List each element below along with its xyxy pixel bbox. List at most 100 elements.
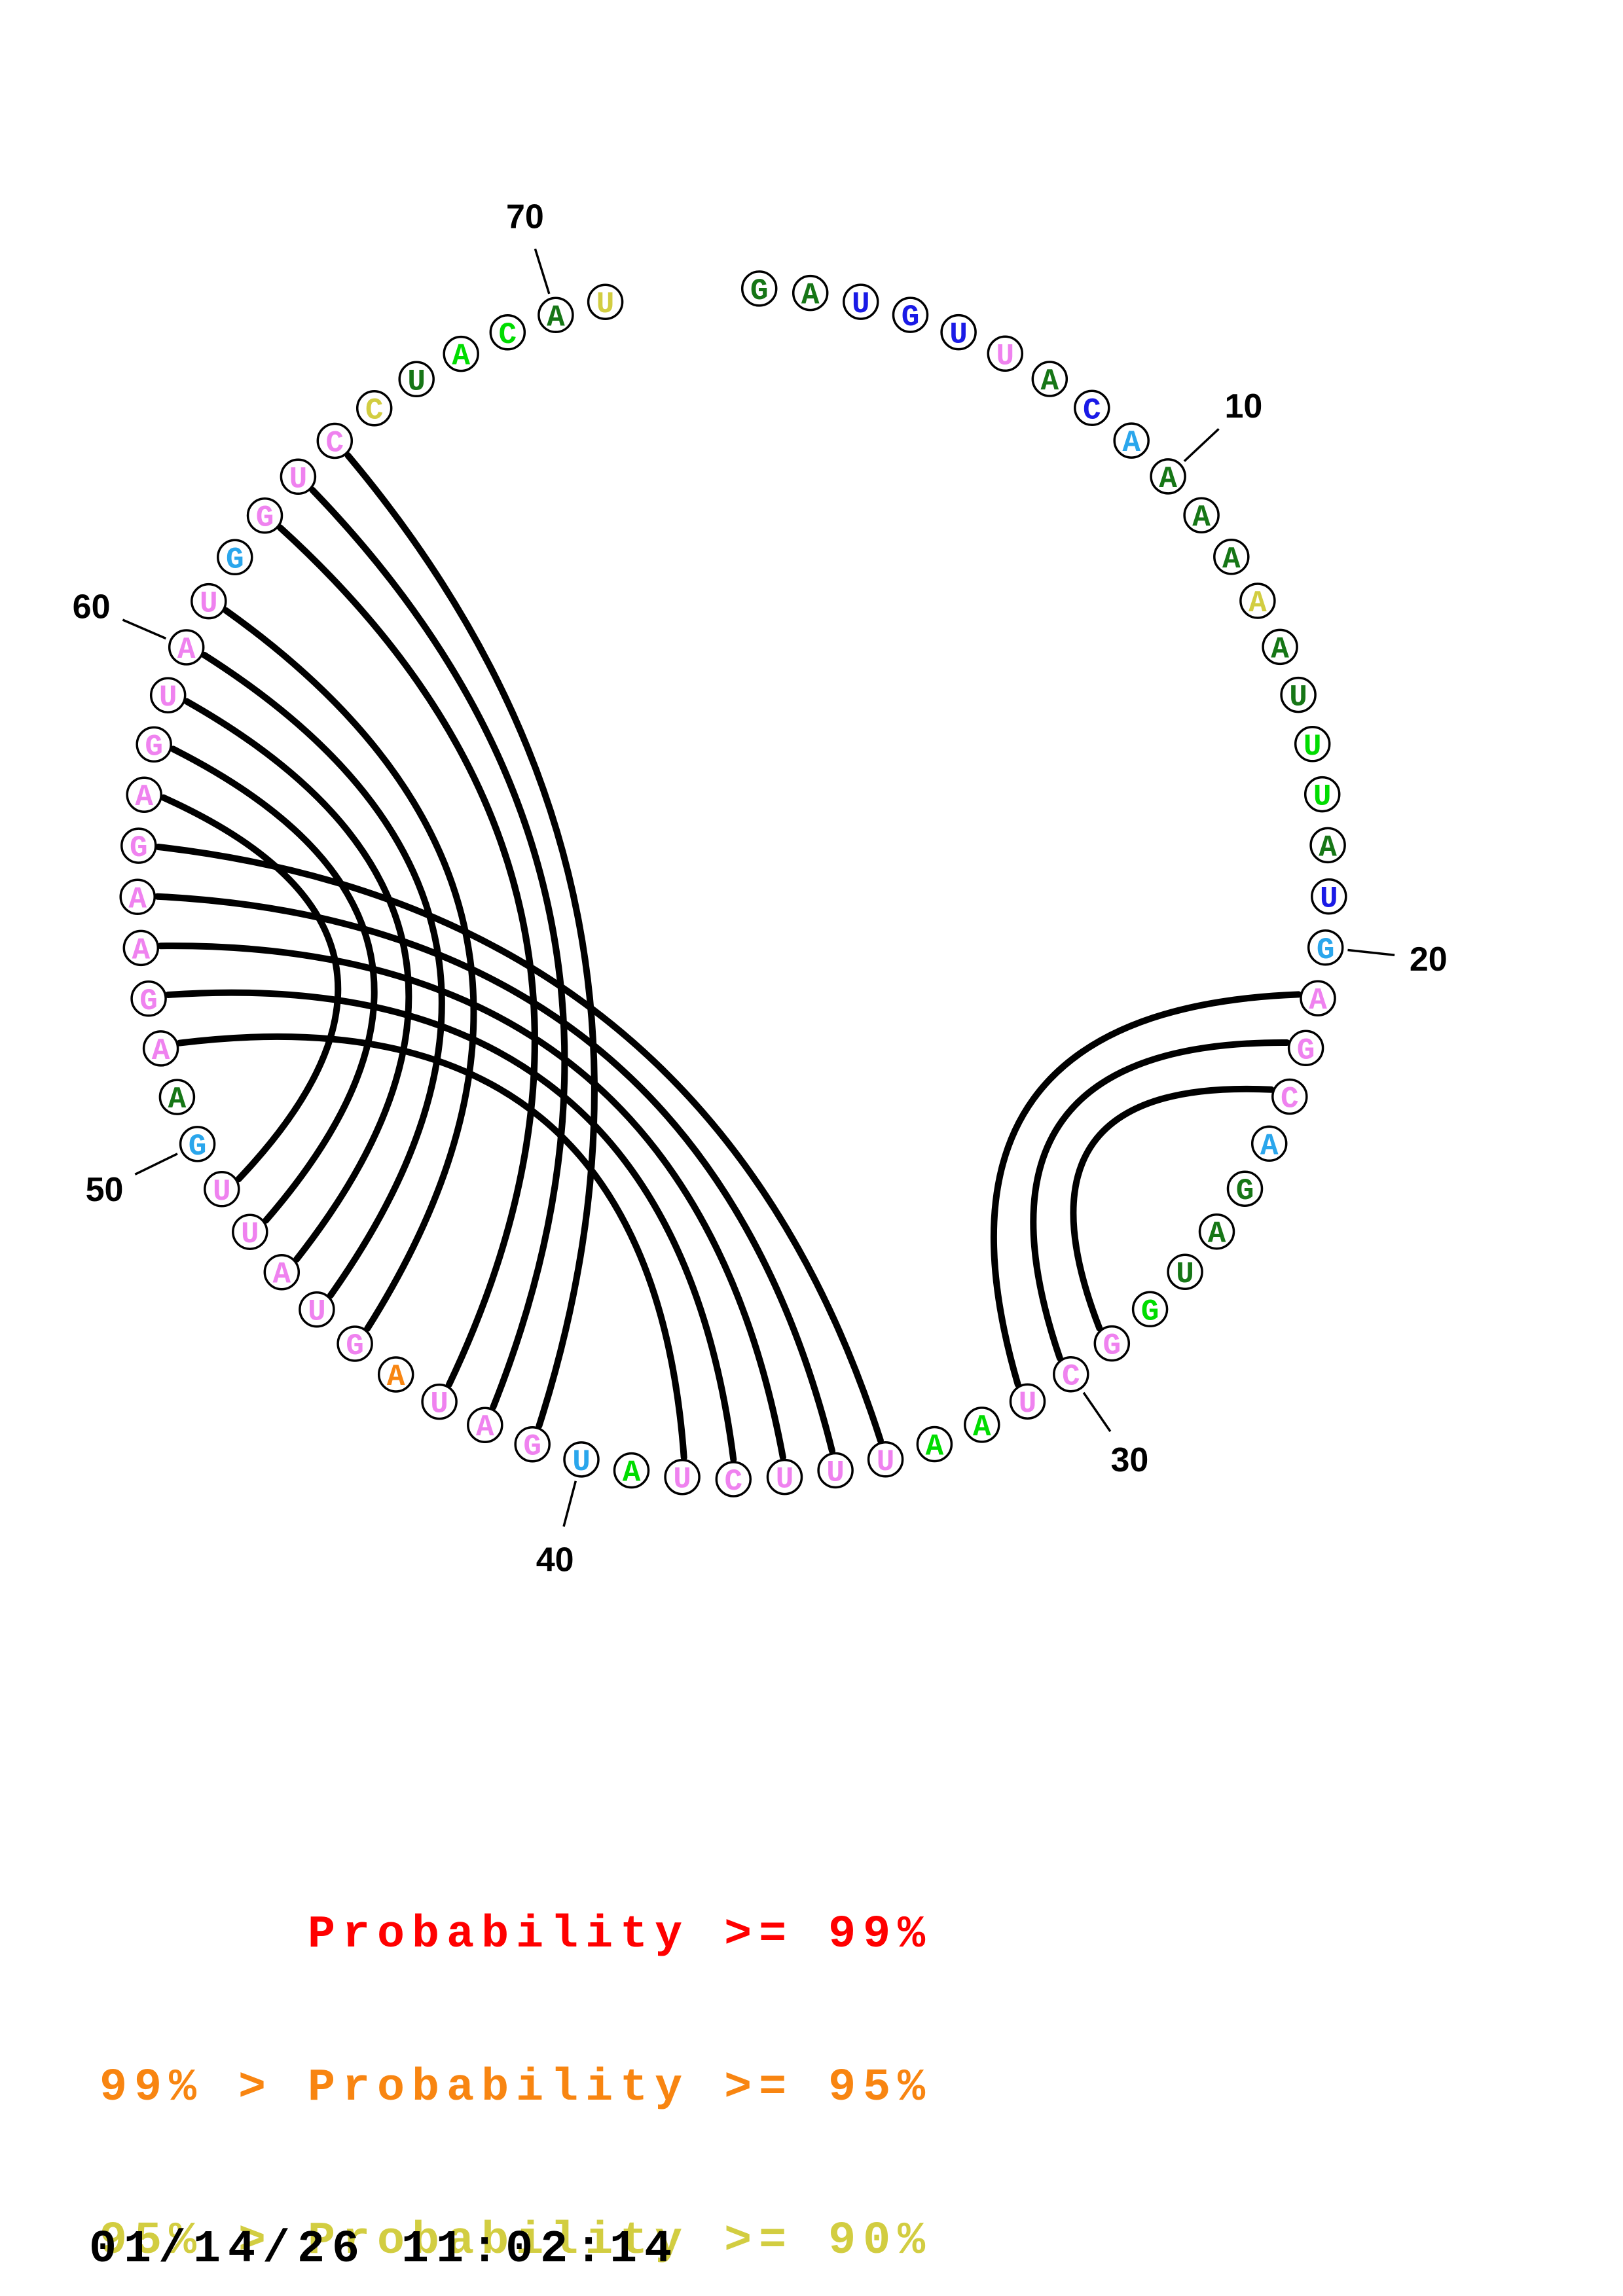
nucleotide-circle-52 [142, 1030, 179, 1067]
nucleotide-letter-33-A: A [926, 1430, 944, 1464]
nucleotide-letter-11-A: A [1192, 501, 1211, 535]
base-pair-arc-42-64 [309, 486, 568, 1410]
nucleotide-circle-30 [1053, 1355, 1089, 1393]
position-label-30: 30 [1110, 1441, 1148, 1479]
nucleotide-circle-54 [122, 929, 160, 967]
nucleotide-circle-13 [1239, 583, 1276, 619]
nucleotide-letter-3-U: U [852, 287, 870, 321]
nucleotide-letter-15-U: U [1289, 681, 1307, 715]
nucleotide-circle-51 [158, 1079, 196, 1115]
nucleotide-circle-3 [843, 283, 879, 320]
position-label-line-50 [134, 1153, 178, 1175]
position-label-line-60 [122, 619, 167, 640]
nucleotide-letter-36-U: U [776, 1463, 794, 1497]
nucleotide-letter-71-U: U [596, 287, 615, 321]
nucleotide-circle-19 [1311, 878, 1347, 915]
nucleotide-letter-34-U: U [877, 1445, 895, 1479]
nucleotide-circle-53 [130, 980, 167, 1017]
base-pair-arc-46-60 [201, 651, 445, 1299]
nucleotide-circle-34 [867, 1441, 904, 1478]
nucleotide-circle-22 [1287, 1030, 1324, 1067]
nucleotide-letter-68-A: A [452, 340, 470, 374]
nucleotide-letter-65-C: C [325, 427, 344, 461]
nucleotide-letter-40-U: U [572, 1445, 591, 1479]
nucleotide-letter-2-A: A [801, 279, 820, 313]
nucleotide-letter-35-U: U [826, 1456, 845, 1490]
nucleotide-letter-69-C: C [498, 318, 517, 352]
position-label-10: 10 [1224, 387, 1262, 425]
nucleotide-letter-47-A: A [272, 1258, 291, 1292]
nucleotide-circle-70 [538, 296, 574, 334]
nucleotide-letter-62-G: G [226, 543, 244, 577]
nucleotide-letter-20-G: G [1317, 933, 1335, 967]
nucleotide-letter-6-U: U [996, 339, 1014, 373]
nucleotide-circle-6 [987, 335, 1024, 372]
position-label-line-30 [1082, 1391, 1112, 1432]
nucleotide-letter-66-C: C [365, 394, 384, 428]
nucleotide-letter-17-U: U [1313, 780, 1332, 814]
nucleotide-circle-35 [817, 1452, 854, 1489]
nucleotide-circle-66 [356, 389, 393, 427]
nucleotide-circle-27 [1167, 1253, 1203, 1290]
nucleotide-circle-46 [299, 1291, 335, 1328]
nucleotide-circle-69 [489, 314, 526, 351]
base-pair-arc-48-58 [170, 745, 378, 1224]
nucleotide-circle-62 [217, 539, 253, 576]
nucleotide-letter-16-U: U [1304, 730, 1322, 764]
nucleotide-letter-21-A: A [1309, 984, 1327, 1018]
nucleotide-circle-40 [563, 1441, 600, 1478]
nucleotide-circle-71 [587, 283, 624, 320]
nucleotide-circle-25 [1226, 1170, 1264, 1207]
nucleotide-letter-12-A: A [1222, 543, 1241, 577]
nucleotide-circle-16 [1294, 726, 1331, 762]
nucleotide-letter-48-U: U [241, 1217, 259, 1251]
base-pair-arc-22-30 [1030, 1039, 1290, 1361]
nucleotide-letter-44-A: A [387, 1360, 405, 1394]
nucleotide-letter-42-A: A [476, 1410, 494, 1444]
nucleotide-circle-43 [421, 1383, 458, 1420]
nucleotide-letter-41-G: G [523, 1430, 541, 1464]
nucleotide-circle-55 [119, 878, 156, 916]
nucleotide-circle-36 [766, 1458, 803, 1496]
nucleotide-letter-9-A: A [1122, 426, 1140, 460]
base-pair-arc-41-65 [344, 452, 598, 1429]
nucleotide-circle-5 [940, 314, 977, 351]
nucleotide-letter-31-U: U [1019, 1387, 1037, 1421]
nucleotide-letter-28-G: G [1141, 1295, 1159, 1329]
nucleotide-circle-9 [1113, 422, 1150, 459]
nucleotide-letter-22-G: G [1297, 1033, 1315, 1067]
nucleotide-circle-42 [467, 1407, 503, 1443]
position-label-70: 70 [506, 198, 544, 236]
nucleotide-letter-57-A: A [135, 780, 153, 814]
nucleotide-circle-68 [443, 335, 479, 372]
nucleotide-letter-18-A: A [1319, 831, 1337, 865]
nucleotide-circle-47 [263, 1253, 301, 1291]
nucleotide-circle-41 [514, 1426, 551, 1463]
nucleotide-circle-28 [1131, 1291, 1169, 1328]
nucleotide-letter-67-U: U [407, 365, 426, 399]
nucleotide-circle-45 [337, 1325, 373, 1362]
nucleotide-letter-59-U: U [159, 681, 177, 715]
nucleotide-circle-23 [1271, 1078, 1308, 1115]
nucleotide-letter-14-A: A [1271, 632, 1289, 666]
legend-row-p95: 99% > Probability >= 95% [100, 2062, 933, 2114]
nucleotide-letter-32-A: A [973, 1410, 991, 1444]
nucleotide-circle-57 [126, 776, 162, 813]
nucleotide-letter-13-A: A [1249, 586, 1267, 620]
nucleotide-letter-8-C: C [1083, 393, 1101, 427]
base-pair-arc-47-59 [183, 698, 412, 1263]
nucleotide-letter-52-A: A [152, 1034, 170, 1068]
nucleotide-circle-11 [1183, 497, 1220, 533]
nucleotide-circle-61 [191, 583, 227, 620]
nucleotide-circle-49 [204, 1171, 240, 1208]
nucleotide-letter-26-A: A [1208, 1217, 1226, 1251]
nucleotide-circle-21 [1300, 980, 1336, 1016]
nucleotide-circle-12 [1213, 539, 1250, 575]
position-label-40: 40 [536, 1541, 574, 1579]
nucleotide-circle-56 [120, 827, 157, 864]
position-label-60: 60 [73, 588, 111, 626]
nucleotide-letter-60-A: A [177, 633, 196, 667]
nucleotide-circle-59 [149, 677, 187, 713]
nucleotide-circle-33 [916, 1426, 953, 1463]
nucleotide-letter-51-A: A [168, 1083, 187, 1117]
